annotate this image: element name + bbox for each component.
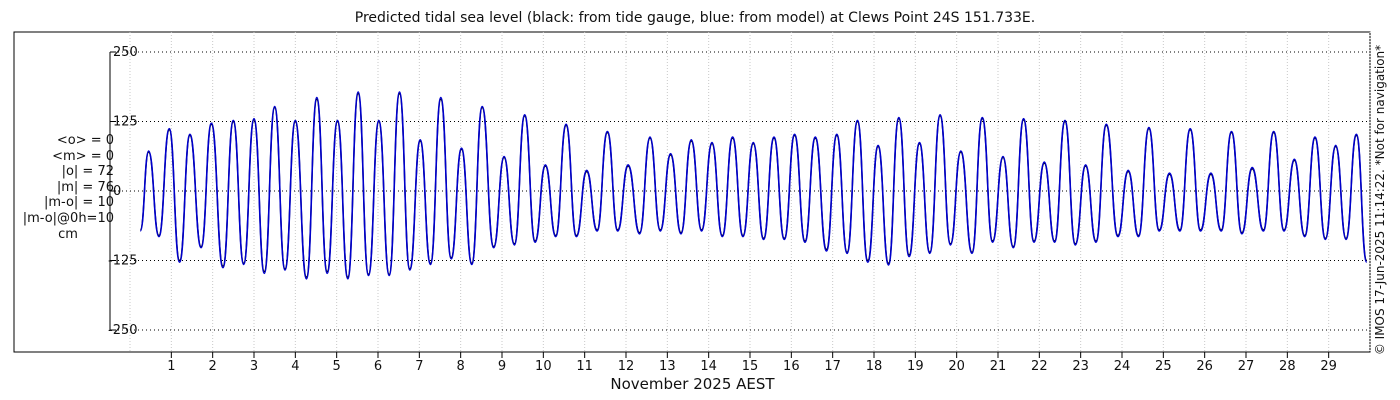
stats-unit: cm [58,226,78,242]
chart-title: Predicted tidal sea level (black: from t… [354,10,1036,26]
stats-mean-model: <m> = 0 [52,148,114,164]
x-tick-label: 19 [907,359,924,374]
y-tick-label: 250 [113,45,138,60]
x-tick-label: 22 [1031,359,1048,374]
stats-abs-diff: |m-o| = 10 [43,195,114,211]
x-tick-label: 11 [576,359,593,374]
x-tick-label: 1 [167,359,175,374]
x-tick-label: 29 [1320,359,1337,374]
stats-abs-obs: |o| = 72 [61,164,114,180]
x-tick-label: 4 [291,359,299,374]
stats-mean-obs: <o> = 0 [56,133,114,148]
x-tick-label: 7 [415,359,423,374]
x-ticks: 1 2 3 4 5 6 7 8 9 10 11 12 13 14 15 16 17 18 19 20 21 22 23 24 2… [167,352,1337,374]
x-tick-label: 16 [783,359,800,374]
x-axis-label: November 2025 AEST [610,375,775,393]
y-tick-label: 0 [113,184,121,199]
x-tick-label: 8 [457,359,465,374]
x-tick-label: 5 [333,359,341,374]
x-tick-label: 10 [535,359,552,374]
y-tick-label: -250 [108,323,138,338]
x-tick-label: 15 [742,359,759,374]
x-tick-label: 26 [1196,359,1213,374]
x-tick-label: 3 [250,359,258,374]
x-tick-label: 28 [1279,359,1296,374]
side-note-text: © IMOS 17-Jun-2025 11:14:22. *Not for na… [1373,44,1387,356]
x-tick-label: 18 [866,359,883,374]
x-tick-label: 24 [1114,359,1131,374]
x-tick-label: 2 [209,359,217,374]
y-ticks: 250 125 0 -125 -250 [108,45,138,338]
y-tick-label: -125 [108,254,138,269]
x-tick-label: 6 [374,359,382,374]
x-tick-label: 21 [990,359,1007,374]
x-tick-label: 27 [1238,359,1255,374]
x-tick-label: 13 [659,359,676,374]
x-tick-label: 14 [700,359,717,374]
x-tick-label: 25 [1155,359,1172,374]
series-layer [139,91,1368,280]
x-tick-label: 9 [498,359,506,374]
grid [110,32,1371,352]
stats-abs-model: |m| = 76 [56,179,114,195]
stats-panel: <o> = 0 <m> = 0 |o| = 72 |m| = 76 |m-o| … [2,133,114,242]
stats-abs-diff-0h: |m-o|@0h=10 [22,210,114,226]
y-tick-label: 125 [113,115,138,130]
x-tick-label: 20 [948,359,965,374]
x-tick-label: 12 [618,359,635,374]
x-tick-label: 23 [1072,359,1089,374]
x-tick-label: 17 [824,359,841,374]
series-line-model [139,91,1368,280]
